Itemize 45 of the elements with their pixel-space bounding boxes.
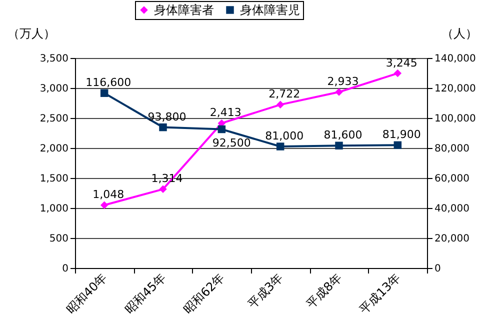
point [100, 201, 108, 209]
data-label: 116,600 [86, 76, 132, 90]
y-tick-label: 3,500 [40, 54, 68, 64]
point [394, 141, 402, 150]
y-tick-label: 500 [49, 234, 68, 244]
data-label: 81,000 [265, 130, 304, 142]
y2-tick-label: 20,000 [434, 234, 470, 244]
data-label: 2,933 [327, 75, 359, 88]
legend-label: 身体障害者 [154, 3, 214, 17]
y-tick-label: 3,000 [40, 84, 68, 94]
data-label: 81,900 [382, 128, 421, 142]
point [394, 69, 402, 78]
x-tick-label: 平成8年 [304, 270, 344, 312]
data-label: 2,413 [210, 106, 242, 120]
point [276, 100, 284, 109]
point [159, 185, 167, 194]
x-tick-label: 昭和62年 [180, 270, 228, 317]
y2-axis-title: （人） [442, 26, 478, 40]
y2-tick-label: 60,000 [434, 174, 470, 184]
y-axis-title: （万人） [8, 26, 56, 40]
y2-tick-label: 0 [434, 264, 441, 274]
point [159, 123, 167, 132]
y2-tick-label: 80,000 [434, 144, 470, 154]
y2-tick-label: 120,000 [434, 84, 476, 94]
point [218, 125, 226, 134]
x-tick-label: 昭和45年 [122, 270, 168, 317]
data-label: 81,600 [324, 128, 362, 142]
y2-tick-label: 140,000 [434, 54, 476, 64]
point [335, 88, 343, 96]
y-tick-label: 2,500 [40, 114, 68, 124]
x-tick-label: 平成13年 [356, 270, 404, 317]
point [100, 89, 108, 97]
data-label: 2,722 [268, 88, 300, 101]
y-tick-label: 2,000 [40, 144, 68, 154]
y2-tick-label: 100,000 [434, 114, 476, 124]
y-tick-label: 1,500 [40, 174, 68, 184]
point [276, 142, 284, 150]
data-label: 92,500 [212, 136, 251, 150]
x-tick-label: 平成3年 [245, 270, 286, 312]
data-label: 3,245 [386, 56, 418, 70]
data-label: 1,048 [92, 188, 124, 202]
y-tick-label: 1,000 [40, 204, 68, 214]
point [335, 142, 343, 150]
y2-tick-label: 40,000 [434, 204, 470, 214]
legend-label: 身体障害児 [240, 3, 300, 17]
